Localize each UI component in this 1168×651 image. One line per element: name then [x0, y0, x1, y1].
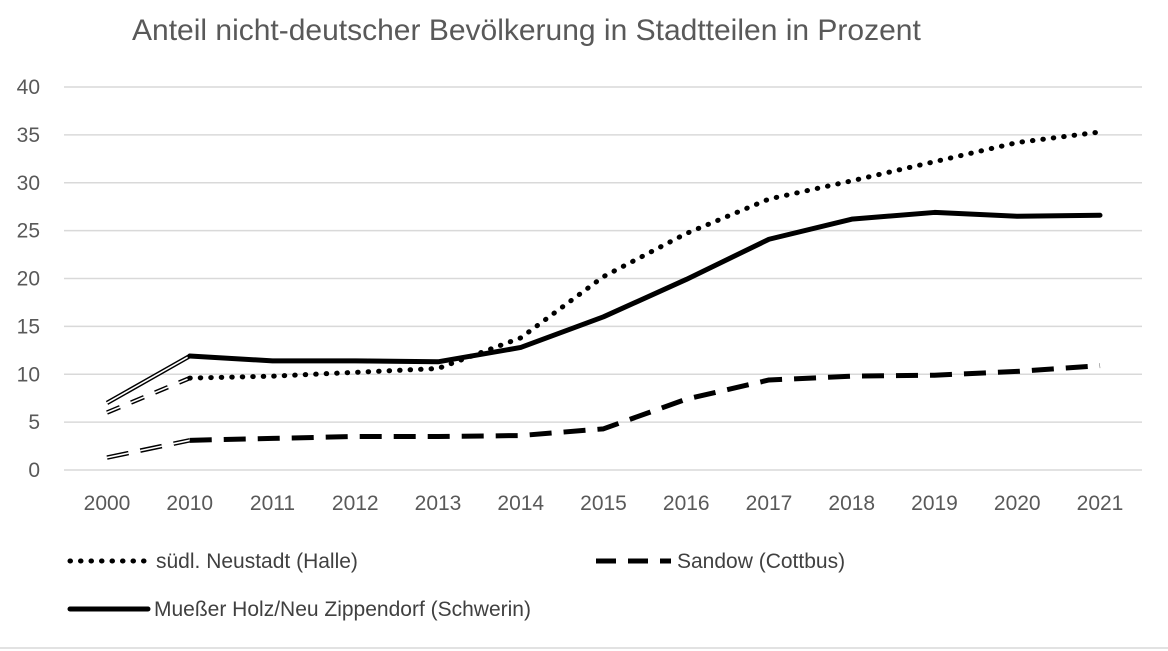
series-1-point [1015, 141, 1019, 145]
x-tick-label: 2021 [1077, 492, 1124, 515]
x-tick-label: 2010 [166, 492, 213, 515]
series-2-point [353, 434, 357, 438]
gridlines [64, 86, 1142, 471]
legend-item: Mueßer Holz/Neu Zippendorf (Schwerin) [67, 598, 531, 621]
x-tick-label: 2014 [497, 492, 544, 515]
series-1-point [933, 160, 937, 164]
series-1-line [187, 129, 1103, 381]
series-3-line [187, 209, 1103, 365]
x-tick-label: 2000 [84, 492, 131, 515]
x-tick-label: 2015 [580, 492, 627, 515]
series-1-point [1098, 130, 1102, 134]
legend-label: Mueßer Holz/Neu Zippendorf (Schwerin) [154, 598, 531, 621]
series-2-point [519, 434, 523, 438]
x-tick-label: 2017 [746, 492, 793, 515]
y-tick-label: 25 [17, 220, 40, 243]
series-1-group [106, 129, 1103, 415]
series-2-break-segment-inner [106, 439, 190, 459]
y-tick-label: 5 [28, 411, 40, 434]
y-tick-label: 10 [17, 363, 40, 386]
legend-item: Sandow (Cottbus) [596, 550, 845, 573]
series-3-break-segment-inner [106, 355, 191, 404]
chart-title: Anteil nicht-deutscher Bevölkerung in St… [132, 14, 921, 47]
series-2-point [684, 397, 688, 401]
x-tick-label: 2018 [828, 492, 875, 515]
series-2-line [189, 363, 1101, 443]
y-tick-label: 40 [17, 76, 40, 99]
series-2-group [106, 363, 1101, 460]
x-tick-label: 2012 [332, 492, 379, 515]
y-axis-tick-labels: 0 5 10 15 20 25 30 35 40 [17, 76, 40, 482]
y-tick-label: 30 [17, 172, 40, 195]
legend: südl. Neustadt (Halle) Sandow (Cottbus) Mu… [67, 550, 845, 621]
x-tick-label: 2019 [911, 492, 958, 515]
y-tick-label: 15 [17, 315, 40, 338]
legend-item: südl. Neustadt (Halle) [67, 550, 358, 573]
x-tick-label: 2013 [415, 492, 462, 515]
series-3-group [105, 209, 1103, 405]
y-tick-label: 35 [17, 124, 40, 147]
y-tick-label: 0 [28, 459, 40, 482]
series-lines [105, 129, 1103, 460]
legend-label: Sandow (Cottbus) [677, 550, 845, 573]
x-axis-tick-labels: 2000 2010 2011 2012 2013 2014 2015 2016 2017 2018… [84, 492, 1124, 515]
legend-label: südl. Neustadt (Halle) [156, 550, 358, 573]
x-tick-label: 2020 [994, 492, 1041, 515]
y-tick-label: 20 [17, 268, 40, 291]
x-tick-label: 2011 [250, 492, 295, 515]
x-tick-label: 2016 [663, 492, 710, 515]
